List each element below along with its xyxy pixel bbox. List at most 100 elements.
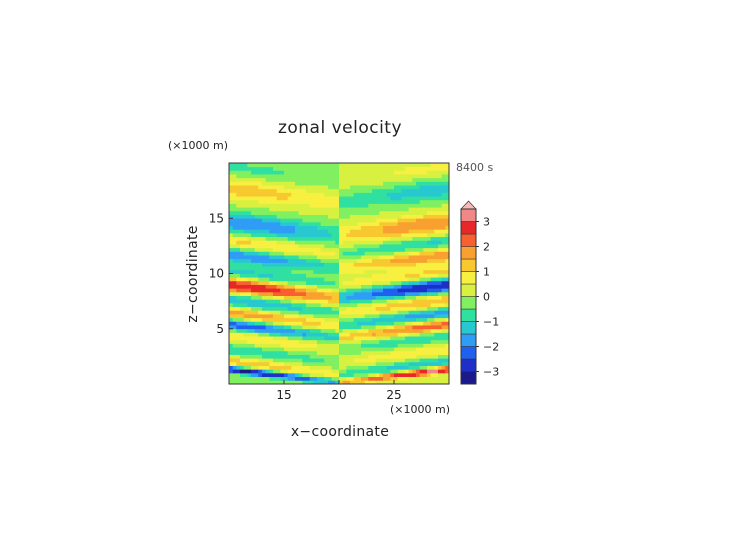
heatmap-cell	[302, 244, 307, 249]
heatmap-cell	[434, 336, 439, 341]
heatmap-cell	[405, 266, 410, 271]
colorbar-swatch	[460, 258, 477, 272]
heatmap-cell	[306, 302, 311, 308]
heatmap-cell	[368, 277, 373, 282]
heatmap-cell	[423, 350, 428, 355]
heatmap-cell	[258, 291, 263, 296]
heatmap-cell	[247, 177, 252, 182]
heatmap-cell	[328, 236, 333, 241]
heatmap-cell	[229, 229, 234, 234]
heatmap-cell	[243, 203, 248, 208]
heatmap-cell	[265, 214, 270, 219]
heatmap-cell	[423, 317, 428, 322]
heatmap-cell	[295, 328, 300, 333]
heatmap-cell	[408, 328, 413, 333]
heatmap-cell	[368, 163, 373, 168]
heatmap-cell	[320, 380, 325, 385]
heatmap-cell	[298, 170, 303, 175]
heatmap-cell	[423, 339, 428, 344]
heatmap-cell	[262, 302, 267, 308]
heatmap-cell	[350, 314, 355, 319]
heatmap-cell	[350, 325, 355, 330]
heatmap-cell	[390, 232, 395, 238]
heatmap-cell	[372, 354, 377, 359]
heatmap-cell	[375, 328, 380, 333]
heatmap-cell	[302, 295, 307, 300]
heatmap-cell	[386, 325, 391, 330]
heatmap-cell	[397, 214, 402, 219]
heatmap-cell	[419, 336, 424, 341]
heatmap-cell	[445, 262, 450, 267]
heatmap-cell	[386, 277, 391, 282]
heatmap-cell	[394, 376, 399, 381]
heatmap-cell	[353, 288, 358, 293]
heatmap-cell	[364, 185, 369, 190]
heatmap-cell	[313, 177, 318, 182]
heatmap-cell	[438, 177, 443, 182]
heatmap-cell	[419, 269, 424, 274]
heatmap-cell	[361, 372, 366, 378]
heatmap-cell	[427, 273, 432, 278]
heatmap-cell	[320, 336, 325, 341]
heatmap-cell	[372, 350, 377, 355]
heatmap-cell	[390, 251, 395, 256]
heatmap-cell	[427, 343, 432, 348]
heatmap-cell	[416, 328, 421, 333]
heatmap-cell	[298, 321, 303, 326]
heatmap-cell	[405, 361, 410, 366]
heatmap-cell	[280, 192, 285, 197]
heatmap-cell	[254, 314, 259, 319]
heatmap-cell	[405, 273, 410, 278]
heatmap-cell	[328, 240, 333, 245]
heatmap-cell	[317, 339, 322, 344]
heatmap-cell	[313, 310, 318, 315]
heatmap-cell	[405, 365, 410, 370]
colorbar-tick-label: −2	[483, 341, 499, 354]
heatmap-cell	[386, 314, 391, 319]
heatmap-cell	[416, 314, 421, 319]
heatmap-cell	[357, 350, 362, 355]
heatmap-cell	[390, 258, 395, 263]
heatmap-cell	[247, 258, 252, 263]
heatmap-cell	[379, 361, 384, 366]
heatmap-cell	[247, 225, 252, 230]
heatmap-cell	[375, 221, 380, 227]
heatmap-cell	[361, 166, 366, 171]
heatmap-cell	[430, 365, 435, 370]
heatmap-cell	[342, 188, 347, 193]
heatmap-cell	[412, 199, 417, 204]
heatmap-cell	[236, 350, 241, 355]
heatmap-cell	[386, 306, 391, 311]
heatmap-cell	[331, 369, 336, 374]
heatmap-cell	[342, 280, 347, 285]
heatmap-cell	[331, 380, 336, 385]
heatmap-cell	[291, 321, 296, 326]
heatmap-cell	[408, 273, 413, 278]
heatmap-cell	[379, 229, 384, 234]
heatmap-cell	[236, 214, 241, 219]
heatmap-cell	[423, 347, 428, 352]
heatmap-cell	[423, 369, 428, 374]
heatmap-cell	[357, 166, 362, 171]
heatmap-cell	[408, 317, 413, 322]
heatmap-cell	[357, 174, 362, 179]
heatmap-cell	[412, 192, 417, 197]
heatmap-cell	[232, 251, 237, 256]
heatmap-cell	[353, 380, 358, 385]
heatmap-cell	[240, 255, 245, 260]
heatmap-cell	[298, 310, 303, 315]
heatmap-cell	[309, 196, 314, 201]
heatmap-cell	[280, 350, 285, 355]
heatmap-cell	[284, 177, 289, 182]
heatmap-cell	[339, 299, 344, 304]
heatmap-cell	[412, 317, 417, 322]
heatmap-cell	[390, 221, 395, 227]
heatmap-cell	[306, 295, 311, 300]
heatmap-cell	[372, 192, 377, 197]
heatmap-cell	[258, 210, 263, 215]
heatmap-cell	[346, 332, 351, 337]
heatmap-cell	[320, 177, 325, 182]
heatmap-cell	[309, 339, 314, 344]
heatmap-cell	[273, 365, 278, 370]
heatmap-cell	[342, 332, 347, 337]
